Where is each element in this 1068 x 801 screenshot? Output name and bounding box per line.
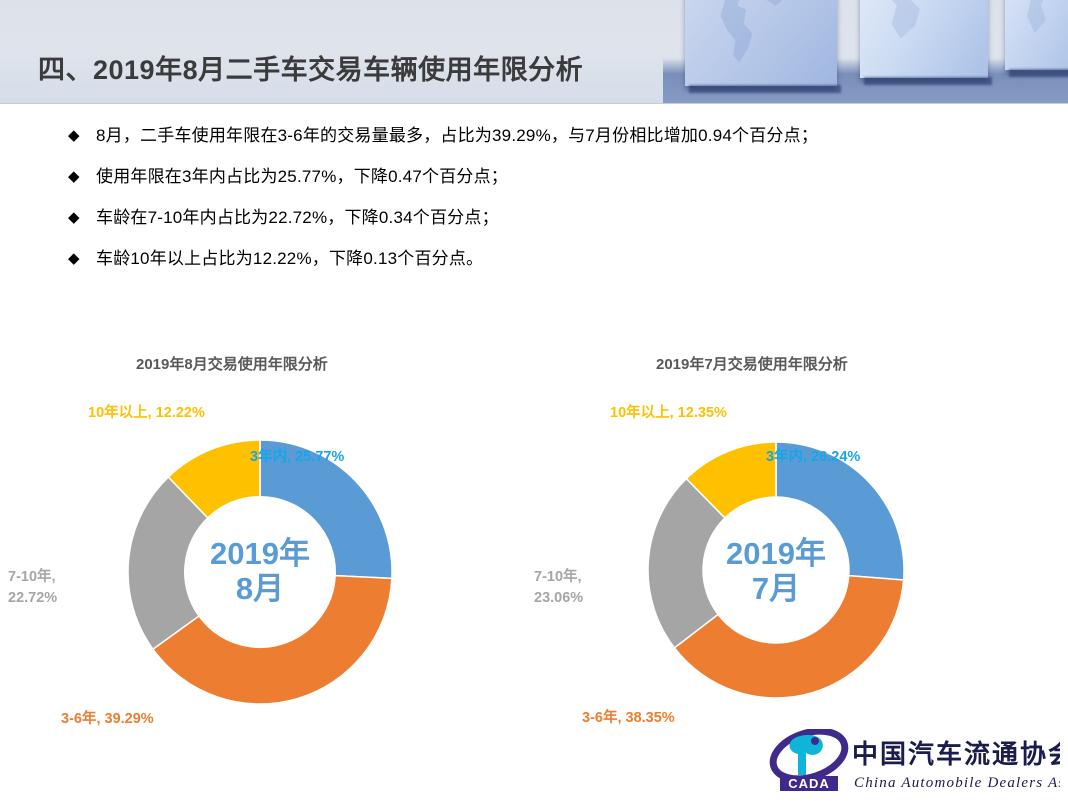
donut-slice: [259, 440, 392, 580]
header-cube-1: [685, 0, 841, 93]
donut-slice: [167, 440, 261, 519]
slice-label-3years-july: 3年内, 26.24%: [766, 449, 861, 465]
list-item: ◆ 8月，二手车使用年限在3-6年的交易量最多，占比为39.29%，与7月份相比…: [68, 122, 1028, 163]
bullet-text: 车龄在7-10年内占比为22.72%，下降0.34个百分点；: [96, 208, 499, 227]
bullet-text: 车龄10年以上占比为12.22%，下降0.13个百分点。: [96, 249, 484, 268]
world-map-icon: [870, 0, 960, 68]
slice-label-line-1: 7-10年,: [534, 569, 582, 585]
diamond-bullet-icon: ◆: [68, 127, 80, 144]
slice-label-7to10years-august: 7-10年, 22.72%: [8, 567, 57, 609]
list-item: ◆ 车龄在7-10年内占比为22.72%，下降0.34个百分点；: [68, 204, 1028, 245]
donut-slice: [775, 442, 904, 581]
bullet-text: 8月，二手车使用年限在3-6年的交易量最多，占比为39.29%，与7月份相比增加…: [96, 126, 819, 145]
slice-label-over10years-july: 10年以上, 12.35%: [610, 405, 727, 421]
donut-slice: [151, 574, 392, 704]
svg-text:CADA: CADA: [788, 776, 830, 791]
diamond-bullet-icon: ◆: [68, 168, 80, 185]
svg-text:China Automobile Dealers Assoc: China Automobile Dealers Association: [854, 775, 1060, 791]
world-map-icon: [1012, 0, 1068, 61]
donut-ring-july: [648, 442, 904, 698]
cada-logo: CADA 中国汽车流通协会 China Automobile Dealers A…: [768, 729, 1060, 795]
page-title: 四、2019年8月二手车交易车辆使用年限分析: [38, 55, 584, 85]
chart-title-august: 2019年8月交易使用年限分析: [136, 356, 328, 373]
slide-header: 四、2019年8月二手车交易车辆使用年限分析: [0, 0, 1068, 104]
donut-slice: [685, 442, 777, 519]
diamond-bullet-icon: ◆: [68, 250, 80, 267]
header-decoration-cubes: [663, 0, 1068, 103]
header-cube-1-shadow: [689, 85, 841, 93]
list-item: ◆ 车龄10年以上占比为12.22%，下降0.13个百分点。: [68, 245, 1028, 286]
slice-label-3to6years-july: 3-6年, 38.35%: [582, 710, 675, 726]
slice-label-7to10years-july: 7-10年, 23.06%: [534, 567, 583, 609]
donut-chart-july: 2019年 7月 3年内, 26.24% 3-6年, 38.35% 7-10年,…: [534, 345, 1068, 745]
slice-label-3years-august: 3年内, 25.77%: [250, 449, 345, 465]
list-item: ◆ 使用年限在3年内占比为25.77%，下降0.47个百分点；: [68, 163, 1028, 204]
donut-slice: [673, 574, 904, 698]
header-cube-3-shadow: [1009, 69, 1068, 77]
header-cube-3: [1005, 0, 1068, 77]
slice-label-line-2: 22.72%: [8, 590, 58, 607]
bullet-text: 使用年限在3年内占比为25.77%，下降0.47个百分点；: [96, 167, 508, 186]
summary-bullet-list: ◆ 8月，二手车使用年限在3-6年的交易量最多，占比为39.29%，与7月份相比…: [68, 122, 1028, 286]
donut-ring-august: [128, 440, 392, 704]
header-cube-2-shadow: [864, 77, 992, 85]
world-map-icon: [697, 0, 803, 77]
donut-chart-august: 2019年 8月 3年内, 25.77% 3-6年, 39.29% 7-10年,…: [0, 345, 534, 745]
header-cube-2: [860, 0, 992, 85]
slice-label-line-1: 7-10年,: [8, 569, 56, 585]
slice-label-line-2: 23.06%: [534, 590, 584, 607]
slice-label-over10years-august: 10年以上, 12.22%: [88, 405, 205, 421]
slice-label-3to6years-august: 3-6年, 39.29%: [61, 711, 154, 727]
diamond-bullet-icon: ◆: [68, 209, 80, 226]
svg-text:中国汽车流通协会: 中国汽车流通协会: [852, 739, 1060, 770]
donut-slice: [648, 477, 726, 649]
donut-slice: [128, 475, 209, 651]
chart-title-july: 2019年7月交易使用年限分析: [656, 356, 848, 373]
